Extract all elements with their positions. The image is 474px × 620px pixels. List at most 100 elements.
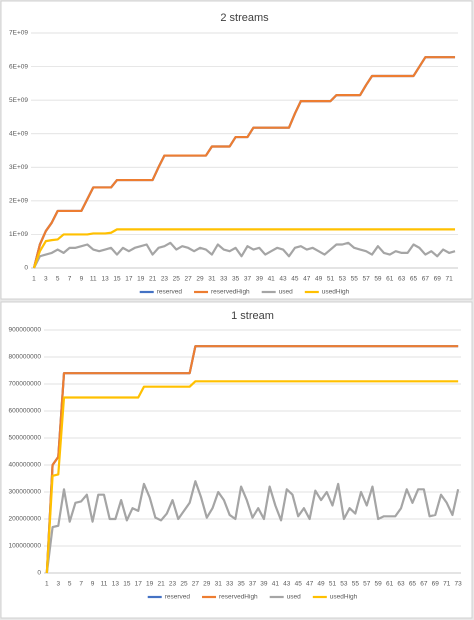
x-tick-label: 27 [185, 276, 193, 283]
x-tick-label: 57 [362, 276, 370, 283]
x-tick-label: 7 [68, 276, 72, 283]
x-tick-label: 9 [91, 581, 95, 588]
x-tick-label: 63 [398, 276, 406, 283]
x-tick-label: 61 [386, 276, 394, 283]
y-tick-label: 200000000 [8, 516, 41, 523]
x-tick-label: 31 [215, 581, 223, 588]
x-tick-label: 47 [303, 276, 311, 283]
x-tick-label: 33 [220, 276, 228, 283]
x-tick-label: 37 [244, 276, 252, 283]
x-tick-label: 63 [397, 581, 405, 588]
x-tick-label: 41 [268, 276, 276, 283]
x-tick-label: 51 [329, 581, 337, 588]
series-line [45, 380, 459, 574]
y-tick-label: 6E+09 [9, 63, 28, 70]
series-line [45, 345, 459, 574]
x-tick-label: 35 [237, 581, 245, 588]
x-tick-label: 25 [173, 276, 181, 283]
y-tick-label: 7E+09 [9, 30, 28, 37]
y-tick-label: 100000000 [8, 543, 41, 550]
legend-label: used [287, 594, 301, 601]
x-tick-label: 59 [375, 581, 383, 588]
x-tick-label: 57 [363, 581, 371, 588]
x-tick-label: 55 [351, 276, 359, 283]
x-tick-label: 69 [434, 276, 442, 283]
x-tick-label: 61 [386, 581, 394, 588]
x-tick-label: 65 [409, 581, 417, 588]
x-tick-label: 29 [203, 581, 211, 588]
x-tick-label: 41 [272, 581, 280, 588]
y-tick-label: 500000000 [8, 435, 41, 442]
y-tick-label: 1E+09 [9, 231, 28, 238]
x-tick-label: 33 [226, 581, 234, 588]
x-tick-label: 21 [149, 276, 157, 283]
x-tick-label: 5 [68, 581, 72, 588]
x-tick-label: 39 [260, 581, 268, 588]
x-tick-label: 39 [256, 276, 264, 283]
series-line [32, 241, 456, 269]
x-tick-label: 45 [295, 581, 303, 588]
x-tick-label: 45 [291, 276, 299, 283]
x-tick-label: 19 [137, 276, 145, 283]
series-line [32, 228, 456, 269]
x-tick-label: 3 [44, 276, 48, 283]
y-tick-label: 800000000 [8, 354, 41, 361]
x-tick-label: 51 [327, 276, 335, 283]
x-tick-label: 31 [208, 276, 216, 283]
y-tick-label: 0 [24, 265, 28, 272]
chart-area [0, 0, 473, 300]
x-tick-label: 49 [315, 276, 323, 283]
x-tick-label: 27 [192, 581, 200, 588]
x-tick-label: 47 [306, 581, 314, 588]
x-tick-label: 3 [56, 581, 60, 588]
x-tick-label: 53 [340, 581, 348, 588]
x-tick-label: 53 [339, 276, 347, 283]
y-tick-label: 0 [37, 570, 41, 577]
series-line [45, 480, 460, 574]
x-tick-label: 71 [443, 581, 451, 588]
x-tick-label: 49 [317, 581, 325, 588]
y-tick-label: 900000000 [8, 327, 41, 334]
x-tick-label: 59 [374, 276, 382, 283]
x-tick-label: 25 [180, 581, 188, 588]
x-tick-label: 1 [45, 581, 49, 588]
y-tick-label: 2E+09 [9, 198, 28, 205]
x-tick-label: 43 [283, 581, 291, 588]
y-tick-label: 4E+09 [9, 130, 28, 137]
x-tick-label: 7 [79, 581, 83, 588]
x-tick-label: 17 [125, 276, 133, 283]
x-tick-label: 23 [161, 276, 169, 283]
legend-label: reservedHigh [211, 289, 250, 296]
y-tick-label: 5E+09 [9, 97, 28, 104]
y-tick-label: 300000000 [8, 489, 41, 496]
x-tick-label: 73 [455, 581, 463, 588]
x-tick-label: 35 [232, 276, 240, 283]
chart-title: 1 stream [231, 310, 274, 322]
x-tick-label: 11 [101, 581, 108, 588]
x-tick-label: 13 [112, 581, 120, 588]
y-tick-label: 600000000 [8, 408, 41, 415]
x-tick-label: 71 [445, 276, 453, 283]
x-tick-label: 11 [90, 276, 97, 283]
legend-label: usedHigh [322, 289, 350, 296]
x-tick-label: 1 [32, 276, 36, 283]
x-tick-label: 9 [80, 276, 84, 283]
legend-label: reserved [157, 289, 183, 296]
x-tick-label: 29 [196, 276, 204, 283]
x-tick-label: 15 [123, 581, 131, 588]
x-tick-label: 37 [249, 581, 257, 588]
x-tick-label: 65 [410, 276, 418, 283]
legend-label: reserved [165, 594, 191, 601]
series-line [32, 56, 456, 269]
x-tick-label: 55 [352, 581, 360, 588]
x-tick-label: 13 [102, 276, 110, 283]
x-tick-label: 67 [422, 276, 430, 283]
y-tick-label: 400000000 [8, 462, 41, 469]
x-tick-label: 67 [420, 581, 428, 588]
legend-label: usedHigh [330, 594, 358, 601]
x-tick-label: 17 [135, 581, 143, 588]
legend-label: used [279, 289, 293, 296]
x-tick-label: 21 [157, 581, 165, 588]
x-tick-label: 23 [169, 581, 177, 588]
